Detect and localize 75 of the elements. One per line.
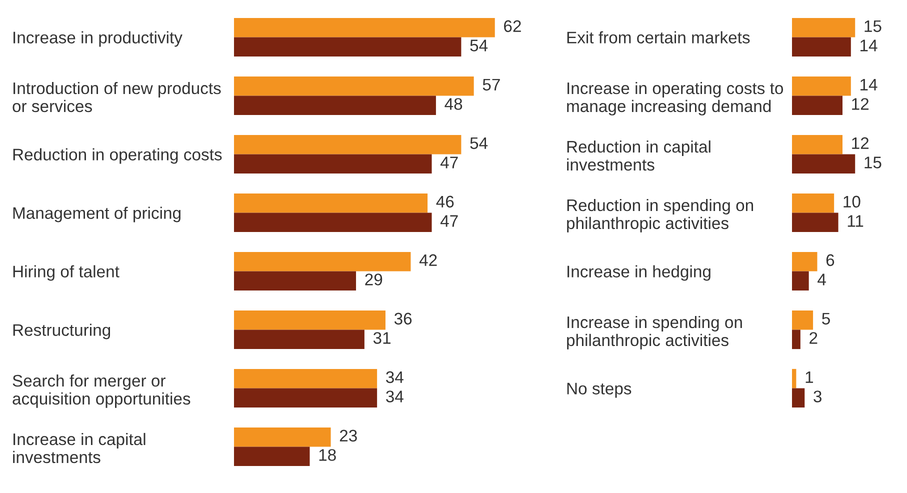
bar	[792, 193, 834, 213]
data-label: 62	[504, 20, 521, 32]
data-label: 14	[860, 78, 878, 90]
y-tick-label: Reduction in capital investments	[567, 140, 710, 171]
data-label: 54	[470, 137, 488, 150]
y-tick-label: No steps	[567, 382, 632, 398]
data-label: 12	[852, 98, 869, 110]
bar	[792, 37, 851, 57]
data-label: 3	[814, 390, 822, 402]
bar	[234, 37, 462, 57]
data-label: 4	[818, 274, 826, 286]
data-label: 57	[482, 78, 500, 91]
data-label: 15	[864, 156, 882, 168]
y-tick-label: Increase in spending on philanthropic activities	[567, 316, 742, 350]
y-tick-label: Restructuring	[13, 324, 110, 340]
data-label: 34	[386, 371, 404, 384]
data-label: 1	[806, 371, 813, 383]
y-tick-label: Increase in hedging	[568, 265, 710, 281]
data-label: 15	[864, 20, 882, 32]
bar	[234, 368, 378, 388]
bar	[792, 330, 800, 350]
y-tick-label: Increase in operating costs to manage increasing demand	[567, 82, 784, 116]
y-tick-label: Reduction in operating costs	[13, 148, 222, 164]
data-label: 11	[848, 215, 864, 227]
bar	[234, 427, 331, 447]
data-label: 23	[340, 430, 357, 442]
y-tick-label: Management of pricing	[13, 206, 180, 222]
y-tick-label: Introduction of new products or services	[12, 82, 221, 112]
data-label: 46	[436, 196, 454, 208]
bar	[792, 96, 842, 116]
bar	[234, 252, 411, 272]
bar	[792, 134, 842, 154]
bar	[234, 271, 356, 291]
bar	[792, 271, 809, 291]
data-label: 48	[444, 98, 462, 110]
bar	[234, 134, 462, 154]
bar	[792, 18, 856, 38]
data-label: 14	[860, 40, 878, 52]
bar	[234, 18, 495, 38]
y-tick-label: Exit from certain markets	[567, 31, 750, 44]
y-tick-label: Search for merger or acquisition opportunities	[12, 374, 190, 408]
data-label: 6	[826, 254, 834, 266]
bar	[792, 310, 814, 330]
data-label: 47	[440, 215, 458, 227]
bar	[792, 252, 818, 272]
data-label: 29	[365, 274, 382, 286]
data-label: 47	[440, 156, 458, 168]
y-tick-label: Reduction in spending on philanthropic activities	[567, 198, 754, 232]
bar	[234, 446, 310, 466]
y-tick-label: Hiring of talent	[13, 265, 120, 281]
bar	[234, 310, 386, 330]
bar	[234, 212, 432, 232]
bar	[234, 388, 378, 408]
bar	[792, 388, 805, 408]
data-label: 42	[419, 254, 437, 266]
data-label: 5	[822, 312, 830, 325]
data-label: 2	[810, 332, 818, 344]
data-label: 36	[394, 312, 412, 325]
data-label: 31	[373, 332, 390, 344]
bar	[792, 154, 856, 174]
data-label: 12	[852, 137, 869, 149]
y-tick-label: Increase in productivity	[14, 31, 182, 47]
data-label: 10	[844, 196, 860, 208]
bar	[792, 368, 796, 388]
bar	[234, 193, 428, 213]
bar	[234, 76, 474, 96]
bar	[234, 154, 432, 174]
y-tick-label: Increase in capital investments	[13, 432, 146, 464]
data-label: 34	[386, 390, 404, 402]
data-label: 54	[470, 40, 488, 52]
bar	[792, 212, 838, 232]
data-label: 18	[319, 449, 336, 461]
bar	[792, 76, 851, 96]
bar	[234, 96, 436, 116]
bar	[234, 330, 364, 350]
